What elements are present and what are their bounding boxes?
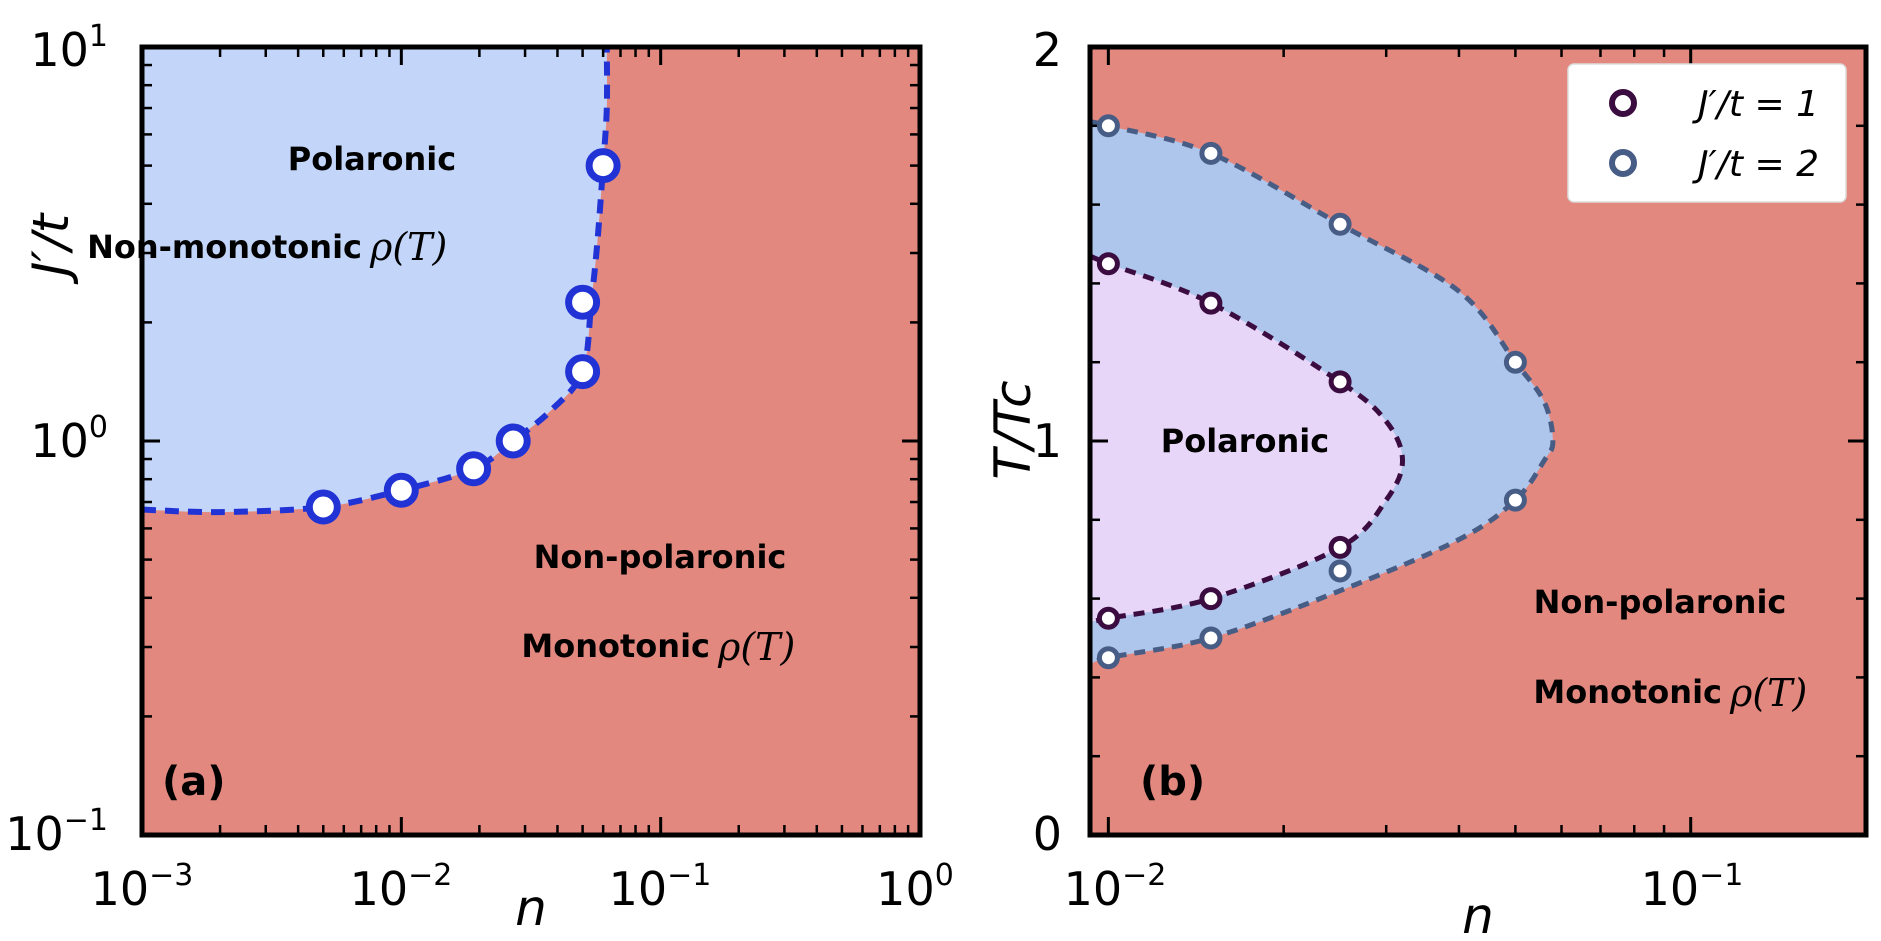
panel-b-legend: J′/t = 1 J′/t = 2 bbox=[1567, 63, 1847, 203]
panel-a-data-point bbox=[305, 489, 341, 525]
panel-a-ytick-label: 101 bbox=[30, 19, 108, 77]
panel-b-ytick-label: 2 bbox=[1033, 23, 1062, 77]
panel-a-nonpolaronic-desc: Monotonic bbox=[521, 627, 710, 665]
panel-b-nonpolaronic-desc: Monotonic bbox=[1533, 673, 1722, 711]
panel-a-nonpolaronic-title: Non-polaronic bbox=[534, 538, 787, 576]
panel-b-point-j2 bbox=[1199, 141, 1223, 165]
panel-a-y-tick-labels: 10−1 100 101 bbox=[5, 19, 108, 861]
legend-marker-j2 bbox=[1609, 149, 1637, 177]
panel-a-y-axis-label: J′/t bbox=[22, 211, 80, 285]
panel-b-point-j2 bbox=[1328, 559, 1352, 583]
panel-a-label: (a) bbox=[162, 759, 226, 805]
panel-a-polaronic-rho: ρ(T) bbox=[369, 225, 447, 269]
panel-a-x-axis-label: n bbox=[515, 879, 547, 937]
panel-b-point-j1 bbox=[1199, 587, 1223, 611]
panel-b-xtick-label: 10−1 bbox=[1641, 858, 1744, 916]
panel-a-data-point bbox=[495, 423, 531, 459]
panel-a-data-point bbox=[383, 472, 419, 508]
panel-b-polaronic-title: Polaronic bbox=[1161, 422, 1329, 460]
panel-a-points bbox=[305, 148, 621, 525]
legend-label-j2: J′/t = 2 bbox=[1692, 144, 1819, 185]
panel-b-point-j1 bbox=[1328, 370, 1352, 394]
panel-b: 10−2 10−1 0 1 2 n T/Tc Polaronic Non-pol… bbox=[984, 23, 1869, 941]
panel-b-point-j2 bbox=[1199, 626, 1223, 650]
panel-b-frame bbox=[1087, 44, 1869, 838]
panel-b-nonpolaronic-rho: ρ(T) bbox=[1729, 671, 1807, 715]
panel-b-point-j2 bbox=[1328, 212, 1352, 236]
panel-a-data-point bbox=[585, 148, 621, 184]
panel-b-x-axis-label: n bbox=[1462, 887, 1494, 941]
panel-a-xtick-label: 10−1 bbox=[609, 858, 712, 916]
legend-box bbox=[1567, 63, 1847, 203]
panel-a-frame bbox=[139, 44, 923, 838]
panel-a-data-point bbox=[565, 284, 601, 320]
panel-b-points bbox=[1096, 114, 1527, 670]
panel-a-nonpolaronic-rho: ρ(T) bbox=[717, 625, 795, 669]
panel-a-xtick-label: 100 bbox=[876, 858, 954, 916]
panel-b-boundary-j2 bbox=[1088, 119, 1556, 668]
panel-a-polaronic-title: Polaronic bbox=[288, 140, 456, 178]
panel-a-polaronic-region bbox=[142, 47, 608, 513]
panel-b-label: (b) bbox=[1140, 759, 1205, 805]
panel-a-xtick-label: 10−2 bbox=[350, 858, 453, 916]
panel-a-xtick-label: 10−3 bbox=[91, 858, 194, 916]
panel-b-region-j1 bbox=[1090, 255, 1403, 623]
panel-a-x-tick-labels: 10−3 10−2 10−1 100 bbox=[91, 858, 954, 916]
panel-b-point-j1 bbox=[1328, 535, 1352, 559]
panel-a-ytick-label: 10−1 bbox=[5, 803, 108, 861]
legend-label-j1: J′/t = 1 bbox=[1692, 84, 1819, 125]
panel-b-ytick-label: 0 bbox=[1033, 807, 1062, 861]
panel-a-data-point bbox=[456, 451, 492, 487]
panel-b-point-j2 bbox=[1503, 350, 1527, 374]
panel-b-point-j2 bbox=[1096, 646, 1120, 670]
panel-b-boundary-j1 bbox=[1088, 253, 1406, 625]
panel-b-ytick-label: 1 bbox=[1033, 414, 1062, 468]
panel-b-point-j1 bbox=[1199, 291, 1223, 315]
panel-b-y-axis-label: T/Tc bbox=[984, 380, 1042, 479]
panel-a-ytick-label: 100 bbox=[30, 410, 108, 468]
panel-a-polaronic-desc: Non-monotonic bbox=[87, 228, 362, 266]
panel-b-point-j2 bbox=[1096, 114, 1120, 138]
panel-a: 10−3 10−2 10−1 100 10−1 100 101 n J′/t P… bbox=[5, 19, 954, 937]
panel-b-xtick-label: 10−2 bbox=[1064, 858, 1167, 916]
panel-b-point-j1 bbox=[1096, 252, 1120, 276]
panel-b-x-tick-labels: 10−2 10−1 bbox=[1064, 858, 1744, 916]
panel-b-nonpolaronic-title: Non-polaronic bbox=[1534, 583, 1787, 621]
panel-b-point-j2 bbox=[1503, 488, 1527, 512]
panel-a-data-point bbox=[565, 354, 601, 390]
legend-marker-j1 bbox=[1609, 89, 1637, 117]
panel-b-point-j1 bbox=[1096, 606, 1120, 630]
panel-b-y-tick-labels: 0 1 2 bbox=[1033, 23, 1062, 861]
